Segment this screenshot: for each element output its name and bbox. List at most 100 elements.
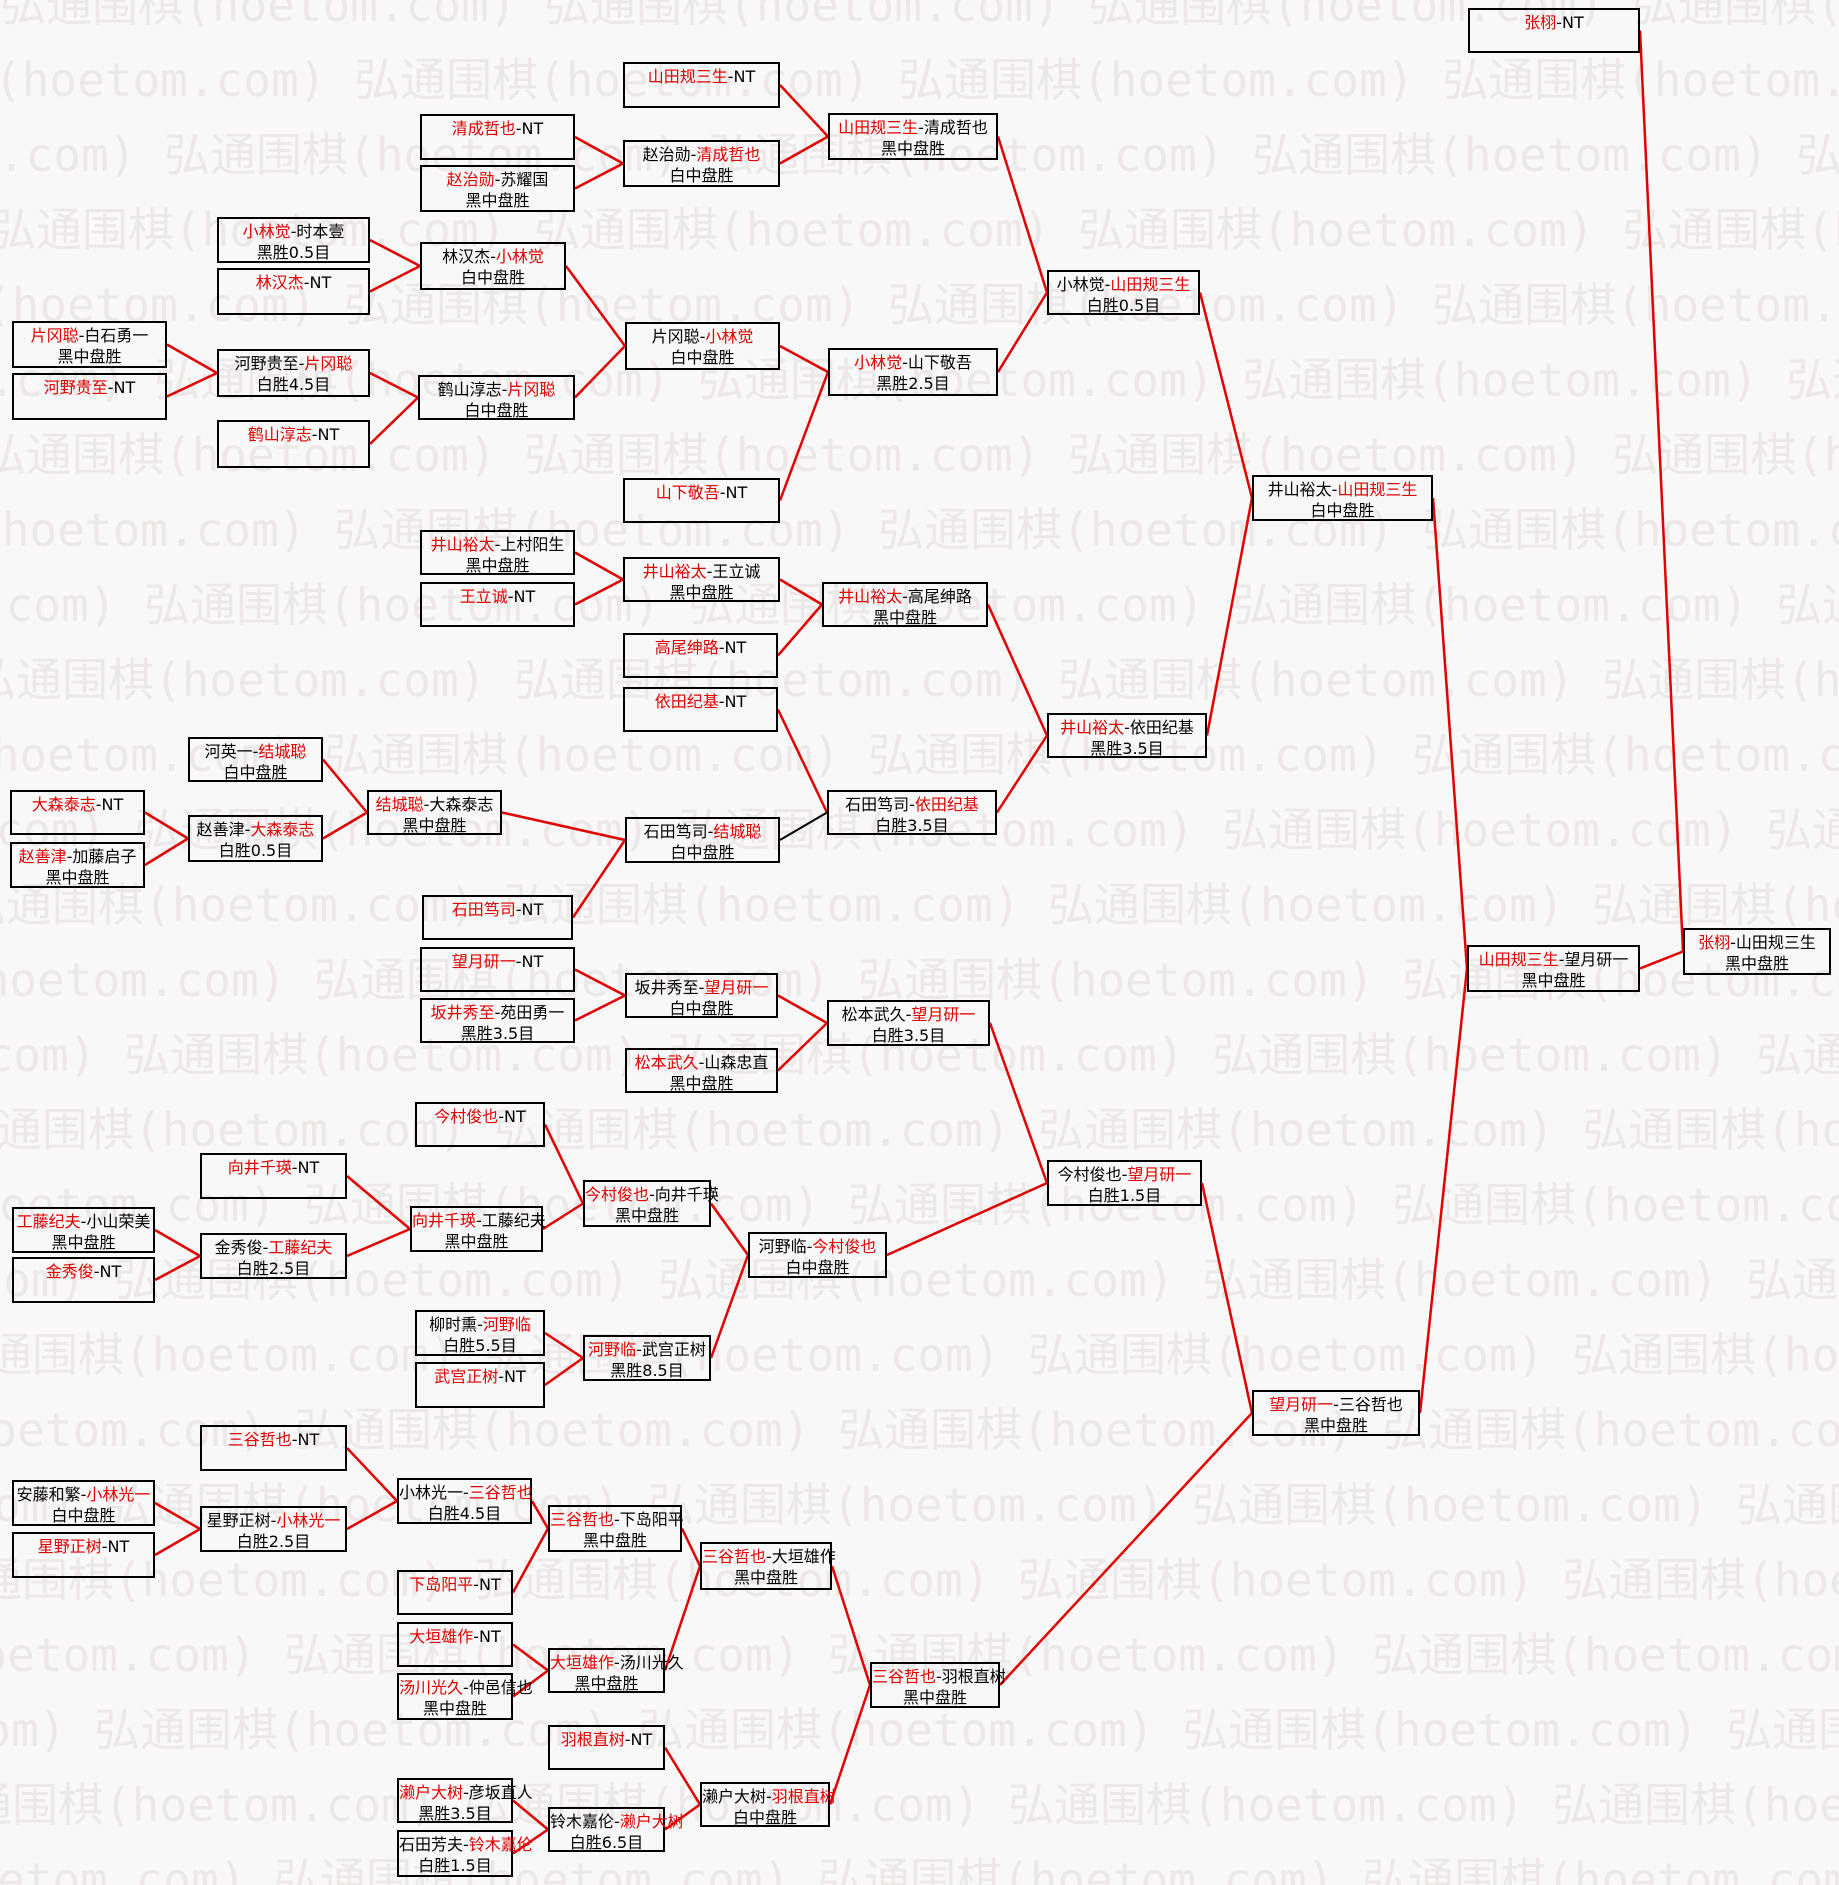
opponent-name: NT	[1562, 13, 1584, 32]
match-result: 黑胜8.5目	[610, 1361, 684, 1380]
match-box: 石田笃司-结城聪 白中盘胜	[625, 817, 780, 863]
opponent-name: 苏耀国	[500, 170, 549, 189]
player-name: 林汉杰	[442, 247, 491, 266]
player-name: 铃木嘉伦	[550, 1812, 615, 1831]
match-players: 山田规三生-NT	[625, 66, 778, 87]
match-box: 井山裕太-依田纪基 黑胜3.5目	[1047, 713, 1207, 758]
vs-dash: -	[494, 1003, 501, 1022]
vs-dash: -	[303, 273, 310, 292]
match-result: 白中盘胜	[223, 763, 288, 782]
match-box: 依田纪基-NT	[623, 687, 778, 732]
vs-dash: -	[936, 1667, 942, 1686]
vs-dash: -	[244, 820, 251, 839]
match-result: 黑中盘胜	[872, 608, 937, 627]
opponent-name: NT	[297, 1158, 320, 1177]
vs-dash: -	[918, 118, 924, 137]
match-players: 向井千瑛-NT	[202, 1157, 345, 1178]
opponent-name: 工藤纪夫	[481, 1211, 546, 1230]
match-result: 白中盘胜	[460, 268, 525, 287]
player-name: 小林觉	[1056, 275, 1105, 294]
match-players: 片冈聪-小林觉	[627, 326, 778, 347]
match-players: 河野临-武宫正树	[585, 1339, 709, 1360]
player-name: 山田规三生	[1478, 950, 1559, 969]
opponent-name: NT	[99, 1262, 122, 1281]
opponent-name: 结城聪	[713, 822, 762, 841]
vs-dash: -	[463, 1678, 469, 1697]
match-result: 白胜2.5目	[236, 1532, 311, 1551]
match-players: 河英一-结城聪	[190, 741, 321, 762]
match-box: 坂井秀至-望月研一 白中盘胜	[625, 973, 778, 1018]
match-box: 濑户大树-羽根直树 白中盘胜	[700, 1782, 836, 1827]
match-players: 石田笃司-NT	[424, 899, 571, 920]
opponent-name: NT	[724, 638, 747, 657]
match-result: 黑中盘胜	[880, 139, 945, 158]
player-name: 山下敬吾	[655, 483, 720, 502]
opponent-name: 结城聪	[258, 742, 307, 761]
vs-dash: -	[698, 978, 705, 997]
match-box: 高尾绅路-NT	[623, 633, 778, 678]
match-result: 白中盘胜	[1310, 501, 1375, 520]
match-box: 结城聪-大森泰志 黑中盘胜	[367, 790, 502, 835]
match-box: 坂井秀至-苑田勇一 黑胜3.5目	[420, 998, 575, 1043]
opponent-name: NT	[107, 1537, 130, 1556]
match-players: 小林觉-山田规三生	[1049, 274, 1198, 295]
opponent-name: 今村俊也	[812, 1237, 877, 1256]
match-players: 松本武久-山森忠直	[627, 1052, 776, 1073]
vs-dash: -	[291, 1158, 298, 1177]
match-box: 山田规三生-清成哲也 黑中盘胜	[828, 113, 998, 160]
player-name: 金秀俊	[45, 1262, 94, 1281]
opponent-name: NT	[297, 1430, 320, 1449]
match-result: 白中盘胜	[670, 843, 735, 862]
vs-dash: -	[718, 638, 725, 657]
match-players: 石田笃司-结城聪	[627, 821, 778, 842]
player-name: 星野正树	[206, 1511, 271, 1530]
match-result: 黑胜0.5目	[256, 243, 331, 262]
opponent-name: NT	[733, 67, 756, 86]
match-box: 三谷哲也-下岛阳平 黑中盘胜	[548, 1505, 684, 1552]
vs-dash: -	[507, 587, 514, 606]
vs-dash: -	[78, 326, 85, 345]
match-players: 濑户大树-彦坂直人	[399, 1782, 533, 1803]
player-name: 濑户大树	[399, 1783, 464, 1802]
match-box: 井山裕太-高尾绅路 黑中盘胜	[822, 582, 988, 627]
player-name: 松本武久	[634, 1053, 699, 1072]
opponent-name: NT	[630, 1730, 653, 1749]
opponent-name: 工藤纪夫	[268, 1238, 333, 1257]
match-result: 白中盘胜	[51, 1506, 116, 1525]
opponent-name: 高尾绅路	[907, 587, 972, 606]
opponent-name: 望月研一	[1564, 950, 1629, 969]
opponent-name: 小林觉	[705, 327, 754, 346]
match-box: 河野临-武宫正树 黑胜8.5目	[583, 1335, 711, 1381]
match-players: 星野正树-小林光一	[202, 1510, 345, 1531]
player-name: 王立诚	[459, 587, 508, 606]
match-players: 林汉杰-NT	[219, 272, 368, 293]
vs-dash: -	[80, 1212, 87, 1231]
match-result: 白胜4.5目	[256, 375, 331, 394]
vs-dash: -	[905, 1005, 912, 1024]
vs-dash: -	[699, 327, 706, 346]
player-name: 赵善津	[196, 820, 245, 839]
match-players: 小林觉-山下敬吾	[830, 352, 996, 373]
player-name: 山田规三生	[838, 118, 919, 137]
match-result: 白中盘胜	[732, 1808, 797, 1827]
player-name: 河野贵至	[234, 354, 299, 373]
player-name: 三谷哲也	[227, 1430, 292, 1449]
match-box: 石田笃司-依田纪基 白胜3.5目	[827, 790, 997, 835]
opponent-name: NT	[724, 692, 747, 711]
vs-dash: -	[290, 222, 297, 241]
player-name: 鹤山淳志	[247, 425, 312, 444]
vs-dash: -	[1558, 950, 1565, 969]
vs-dash: -	[1121, 1165, 1128, 1184]
opponent-name: 望月研一	[1127, 1165, 1192, 1184]
match-players: 张栩-NT	[1470, 12, 1638, 33]
player-name: 下岛阳平	[409, 1575, 474, 1594]
player-name: 片冈聪	[30, 326, 79, 345]
match-players: 望月研一-三谷哲也	[1254, 1394, 1418, 1415]
match-players: 山田规三生-清成哲也	[830, 117, 996, 138]
match-players: 鹤山淳志-NT	[219, 424, 368, 445]
match-players: 井山裕太-高尾绅路	[824, 586, 986, 607]
player-name: 三谷哲也	[702, 1547, 767, 1566]
match-box: 小林觉-山下敬吾 黑胜2.5目	[828, 348, 998, 396]
opponent-name: NT	[725, 483, 748, 502]
